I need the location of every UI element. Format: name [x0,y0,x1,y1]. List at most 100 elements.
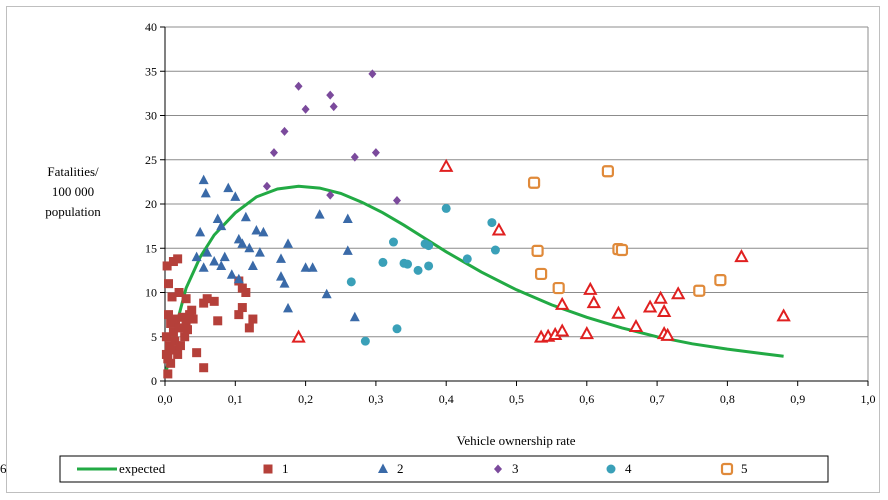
data-point-series-1 [213,316,223,326]
data-point-series-2 [279,278,290,288]
data-point-series-1 [164,279,174,289]
data-point-series-3 [368,69,377,79]
y-tick-label: 25 [145,153,157,167]
legend-label: 3 [512,461,519,476]
data-point-series-3 [301,104,310,114]
data-point-series-4 [388,237,398,247]
data-point-series-1 [174,288,184,297]
data-point-series-1 [166,318,176,328]
data-point-series-3 [329,102,338,112]
data-point-series-1 [237,303,247,313]
data-point-series-2 [233,273,244,284]
y-tick-label: 0 [151,374,157,388]
data-point-series-2 [314,209,325,219]
grid-lines [165,26,869,381]
data-point-series-2 [258,226,269,237]
data-point-series-2 [202,247,213,257]
data-point-series-1 [181,318,191,328]
data-point-series-1 [173,349,183,359]
y-tick-label: 15 [145,241,157,255]
data-point-series-3 [326,190,335,200]
y-tick-label: 30 [145,109,157,123]
data-point-series-2 [200,187,211,198]
data-point-series-6 [586,295,602,309]
data-point-series-4 [392,324,402,334]
data-point-series-1 [192,348,202,358]
x-tick-label: 0,4 [439,392,454,406]
data-point-series-5 [601,165,614,178]
data-point-series-1 [175,341,185,351]
legend-label: 4 [625,461,632,476]
data-point-series-6 [439,158,454,172]
data-point-series-1 [244,323,254,333]
data-point-series-6 [579,326,594,340]
data-point-series-5 [615,243,629,257]
data-point-series-4 [360,336,370,346]
data-point-series-2 [247,260,258,270]
data-point-series-1 [202,294,212,304]
data-point-series-4 [403,259,413,269]
legend: expected 1 2 3 4 5 6 [0,455,829,483]
data-point-series-2 [342,213,353,224]
data-point-series-2 [191,251,202,262]
legend-label: 6 [0,461,7,476]
data-point-series-5 [714,274,727,287]
data-point-series-1 [199,363,209,373]
data-point-series-1 [167,292,177,302]
data-point-series-6 [555,323,570,337]
data-point-series-6 [656,303,672,317]
data-point-series-2 [195,226,206,237]
data-point-series-2 [209,256,220,266]
legend-swatch-5 [720,462,734,476]
y-tick-label: 5 [151,330,157,344]
x-tick-label: 0,0 [158,392,173,406]
data-point-series-2 [244,242,255,253]
data-point-series-2 [321,288,332,299]
data-point-series-6 [555,296,570,310]
data-point-series-6 [642,299,658,313]
data-point-series-6 [670,286,686,300]
legend-label: 1 [282,461,289,476]
data-point-series-1 [178,312,188,322]
data-point-series-2 [254,247,265,257]
data-point-series-4 [378,257,388,267]
data-point-series-6 [776,308,791,322]
y-tick-label: 35 [145,64,157,78]
data-point-series-5 [531,244,544,258]
data-point-series-2 [251,225,262,235]
legend-label: 2 [397,461,404,476]
data-point-series-2 [198,262,209,272]
data-point-series-1 [234,310,244,320]
data-point-series-6 [653,290,668,304]
data-point-series-5 [527,176,541,189]
data-point-series-2 [230,191,241,201]
data-point-series-1 [163,369,173,379]
data-point-series-4 [346,277,356,287]
data-point-series-2 [283,302,294,313]
data-point-series-4 [424,261,434,271]
data-point-series-1 [187,305,197,315]
y-tick-label: 10 [145,286,157,300]
x-axis-label: Vehicle ownership rate [456,433,575,448]
data-point-series-1 [209,296,219,306]
data-point-series-1 [164,310,174,320]
data-point-series-1 [173,254,183,264]
data-point-series-1 [182,325,192,335]
data-point-series-3 [294,81,303,91]
data-point-series-1 [161,332,171,342]
data-point-series-1 [188,314,198,324]
data-point-series-2 [275,253,286,263]
data-point-series-6 [491,222,507,236]
x-tick-label: 0,7 [650,392,665,406]
data-point-series-2 [300,262,311,272]
data-point-series-2 [342,245,353,255]
data-point-series-2 [212,213,223,224]
data-point-series-4 [424,241,434,251]
data-point-series-1 [166,358,176,368]
legend-swatch-3 [494,464,502,474]
legend-swatch-2 [378,463,388,473]
data-point-series-4 [487,218,497,228]
data-point-series-6 [628,318,644,333]
legend-swatch-4 [606,464,616,474]
